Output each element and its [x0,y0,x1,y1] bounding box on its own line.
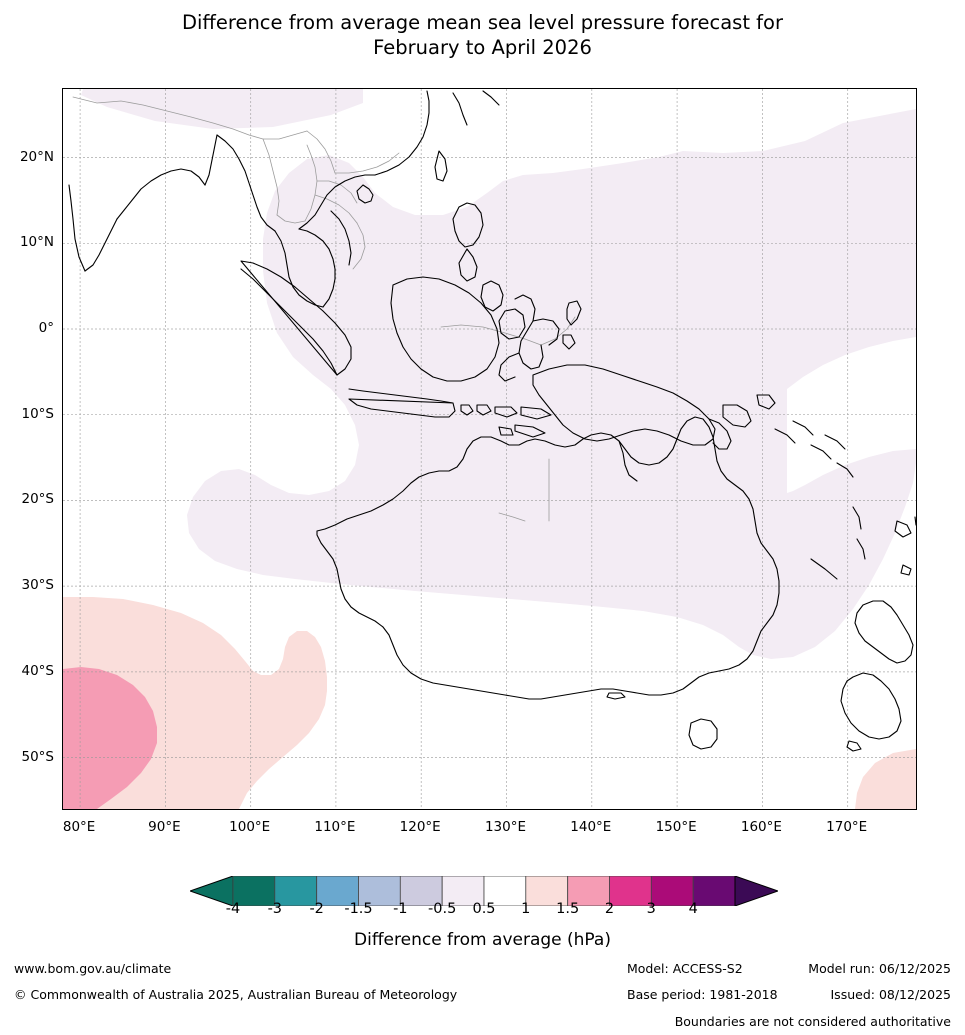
country-borders-layer [72,96,576,522]
lat-tick-50S: 50°S [21,748,55,765]
anomaly-region-pacific-australia [187,109,916,659]
lat-tick-10S: 10°S [21,405,55,422]
lon-tick-130E: 130°E [484,819,527,835]
colorbar-seg-7 [525,876,569,906]
graticule-layer [63,89,916,809]
lat-tick-40S: 40°S [21,662,55,679]
colorbar-seg-10 [650,876,694,906]
footer-model: Model: ACCESS-S2 [627,961,743,976]
lon-tick-120E: 120°E [399,819,441,835]
colorbar-tick-3: 3 [646,901,656,917]
colorbar-seg-4 [399,876,443,906]
anomaly-shading-layer [63,89,916,809]
colorbar-tick--1.5: -1.5 [344,901,373,917]
lat-tick-30S: 30°S [21,577,55,594]
colorbar-tick--1: -1 [393,901,408,917]
colorbar-tick-4: 4 [688,901,698,917]
lon-tick-150E: 150°E [655,819,697,835]
colorbar[interactable] [190,876,778,906]
page-title: Difference from average mean sea level p… [182,11,783,59]
anomaly-region-sw-indian-ocean-core [63,667,157,809]
footer-model-run: Model run: 06/12/2025 [808,961,951,976]
lat-tick-20N: 20°N [19,148,54,165]
colorbar-tick--3: -3 [267,901,283,917]
lon-tick-80E: 80°E [62,819,96,835]
lon-tick-110E: 110°E [314,819,356,835]
colorbar-over-arrow [734,876,778,906]
colorbar-tick--0.5: -0.5 [428,901,457,917]
lon-tick-160E: 160°E [740,819,782,835]
footer-copyright: © Commonwealth of Australia 2025, Austra… [14,987,458,1002]
lon-tick-140E: 140°E [570,819,612,835]
footer-issued-date: Issued: 08/12/2025 [830,987,952,1002]
colorbar-tick-2: 2 [604,901,615,917]
anomaly-region-se-corner [855,749,916,809]
map-canvas [63,89,916,809]
lon-tick-100E: 100°E [229,819,271,835]
lon-tick-170E: 170°E [826,819,868,835]
colorbar-seg-11 [692,876,736,906]
colorbar-title: Difference from average (hPa) [354,930,611,950]
colorbar-tick-1: 1 [521,901,531,917]
lat-tick-20S: 20°S [21,491,55,508]
anomaly-region-tibet-outer [81,89,363,129]
colorbar-seg-9 [609,876,652,906]
lon-tick-90E: 90°E [148,819,181,835]
coastline-layer [68,90,916,752]
colorbar-swatches [190,876,778,906]
lat-tick-0: 0° [38,320,54,336]
footer-base-period: Base period: 1981-2018 [627,987,778,1002]
colorbar-seg-8 [567,876,610,906]
colorbar-tick-0.5: 0.5 [472,901,496,917]
footer-website-url[interactable]: www.bom.gov.au/climate [14,961,172,976]
colorbar-seg-1 [274,876,318,906]
lat-tick-10N: 10°N [19,234,54,251]
colorbar-tick--4: -4 [225,901,241,917]
footer-boundaries-note: Boundaries are not considered authoritat… [674,1014,951,1029]
map-plot-area[interactable] [62,88,917,810]
colorbar-tick--2: -2 [309,901,324,917]
colorbar-tick-1.5: 1.5 [556,901,580,917]
